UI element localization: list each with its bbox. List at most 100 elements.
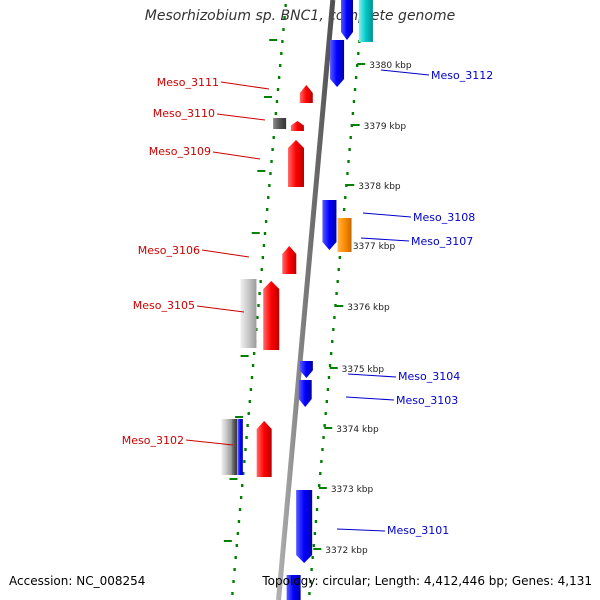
minor-tick [336,280,339,283]
minor-tick [338,256,342,259]
leader-line [212,151,261,160]
minor-tick [282,28,285,31]
minor-tick [231,592,234,595]
minor-tick [344,196,347,199]
gene-meso-3108 [322,200,337,250]
minor-tick [235,544,238,547]
minor-tick [312,544,315,547]
gene-meso-3102 [256,421,272,477]
minor-tick [328,364,332,367]
leader-line [201,249,250,258]
minor-tick [353,88,357,91]
map-title: Mesorhizobium sp. BNC1, complete genome [144,8,456,24]
minor-tick [327,376,331,379]
leader-line [360,237,410,242]
minor-tick [326,388,330,391]
minor-tick [333,316,336,319]
gene-meso-3109 [288,140,305,187]
gene-meso-3102-grey [221,419,232,475]
gene-features [221,0,373,600]
leader-line [216,113,266,121]
scale-label: 3378 kbp [358,182,401,192]
minor-tick [349,136,352,139]
minor-tick [270,160,273,163]
gene-label-left: Meso_3102 [122,434,184,447]
leader-line [196,305,245,313]
scale-label: 3375 kbp [342,365,385,375]
minor-tick [251,364,255,367]
minor-tick [262,244,266,247]
minor-tick [321,448,324,451]
minor-tick [272,136,275,139]
minor-tick [309,580,312,583]
minor-tick [256,316,259,319]
minor-tick [233,568,236,571]
minor-tick [243,460,246,463]
gene-bottom-blue [286,575,301,600]
minor-tick [280,52,283,55]
minor-tick [250,376,254,379]
gene-meso-3107 [337,218,352,252]
minor-tick [242,472,245,475]
scale-label: 3373 kbp [331,485,374,495]
minor-tick [281,40,284,43]
gene-meso-3110-b [290,121,304,131]
minor-tick [247,412,250,415]
minor-tick [347,160,350,163]
minor-tick [236,532,240,535]
leader-line [345,396,395,401]
gene-labels: Meso_3111 Meso_3110 Meso_3109 Meso_3106 Meso… [122,69,493,537]
gene-meso-3111 [299,85,313,103]
scale-labels: 3380 kbp 3379 kbp 3378 kbp 3377 kbp 3376 kbp… [325,61,412,556]
minor-tick [318,484,321,487]
minor-tick [324,412,327,415]
gene-label-left: Meso_3109 [149,145,211,158]
minor-tick [252,352,256,355]
gene-label-left: Meso_3110 [153,107,215,120]
minor-tick [275,100,279,103]
accession-text: Accession: NC_008254 [9,574,146,588]
minor-tick [274,112,278,115]
minor-tick [352,100,356,103]
minor-tick [258,292,261,295]
minor-tick [264,220,268,223]
minor-tick [265,208,269,211]
minor-tick [244,448,247,451]
minor-tick [249,388,253,391]
minor-tick [319,472,322,475]
minor-tick [311,556,314,559]
minor-tick [279,64,282,67]
gene-meso-3105 [263,281,280,350]
minor-tick [238,508,242,511]
genome-backbone [276,0,336,600]
scale-label: 3374 kbp [336,425,379,435]
minor-tick [241,484,244,487]
gene-label-right: Meso_3101 [387,524,449,537]
leader-line [347,373,397,378]
minor-tick [260,268,263,271]
minor-tick [245,436,248,439]
minor-tick [268,184,271,187]
minor-tick [248,400,252,403]
minor-tick [308,592,311,595]
gene-top-blue [341,0,353,40]
minor-tick [267,196,270,199]
minor-tick [315,508,319,511]
gene-label-right: Meso_3104 [398,370,460,383]
minor-tick [237,520,241,523]
gene-meso-3102-blue [237,419,243,475]
minor-tick [261,256,265,259]
minor-tick [354,76,358,79]
gene-meso-3103 [298,380,312,407]
scale-label: 3379 kbp [364,122,407,132]
minor-tick [322,436,325,439]
minor-tick [259,280,262,283]
minor-tick [337,268,340,271]
minor-tick [232,580,235,583]
minor-tick [313,532,317,535]
scale-label: 3380 kbp [369,61,412,71]
gene-label-left: Meso_3105 [133,299,195,312]
gene-meso-3101 [296,490,313,563]
scale-label: 3376 kbp [347,303,390,313]
